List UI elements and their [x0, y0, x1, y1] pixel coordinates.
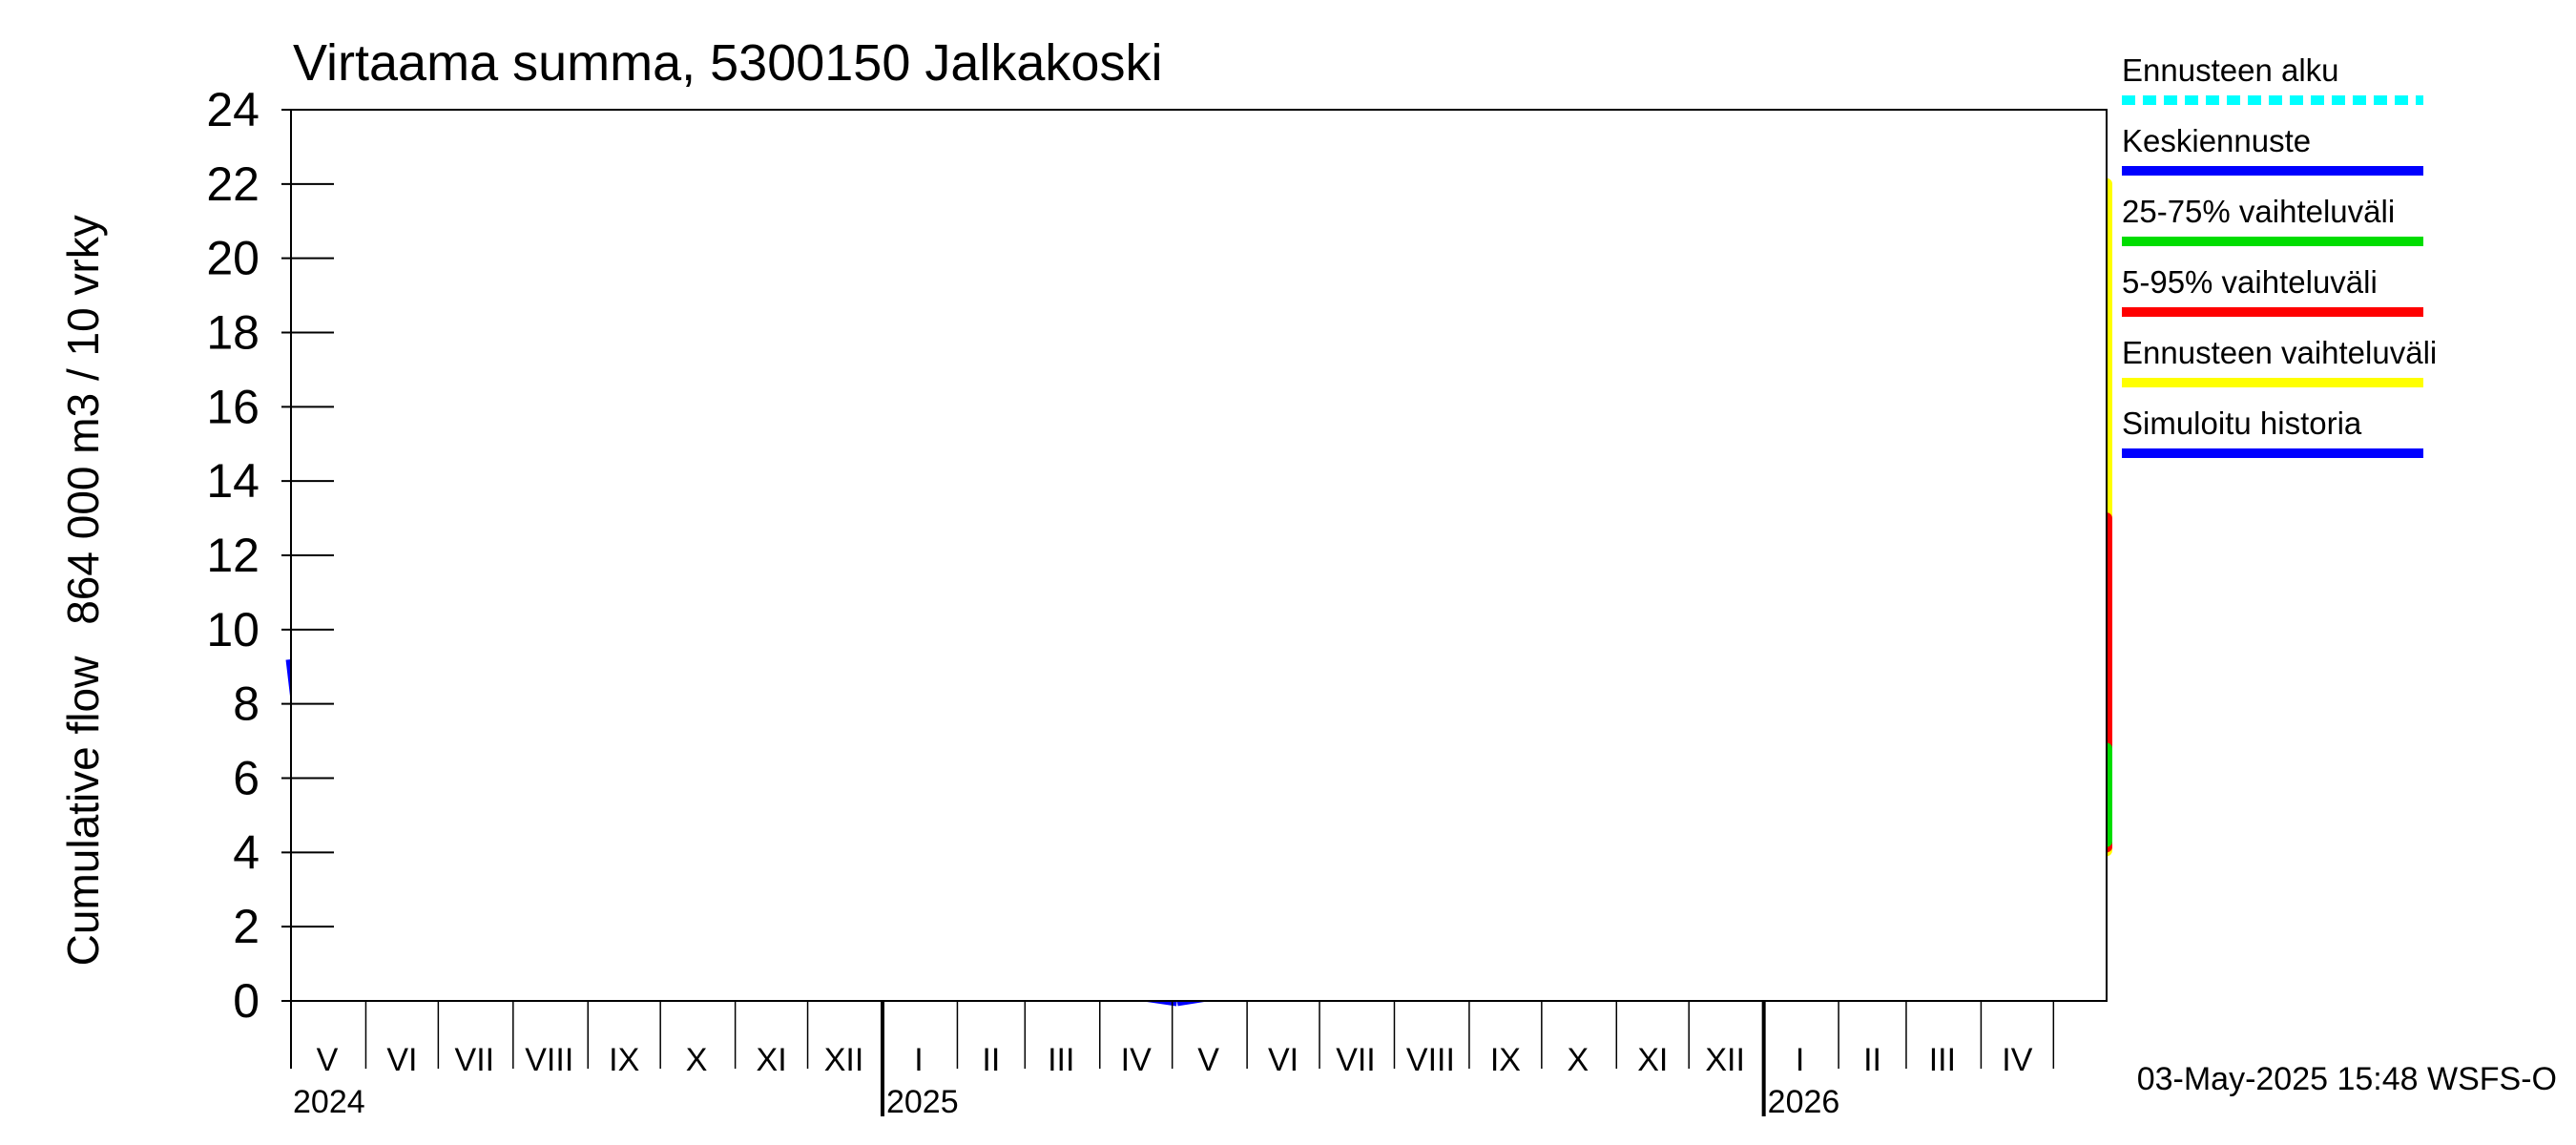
x-month-label: IX: [1490, 1042, 1521, 1078]
y-tick-label: 14: [206, 454, 260, 508]
x-month-label: IV: [2002, 1042, 2032, 1078]
legend-label: 25-75% vaihteluväli: [2122, 194, 2395, 229]
y-tick-label: 10: [206, 603, 260, 656]
x-month-label: VI: [386, 1042, 417, 1078]
x-month-label: II: [1863, 1042, 1881, 1078]
chart-title: Virtaama summa, 5300150 Jalkakoski: [293, 34, 1162, 92]
y-tick-label: 20: [206, 232, 260, 285]
y-axis-label-top: 864 000 m3 / 10 vrky: [58, 215, 108, 625]
legend-label: Simuloitu historia: [2122, 406, 2362, 441]
x-month-label: III: [1929, 1042, 1956, 1078]
x-month-label: VII: [455, 1042, 495, 1078]
y-tick-label: 4: [233, 825, 260, 879]
legend-label: Ennusteen alku: [2122, 52, 2339, 88]
legend-label: 5-95% vaihteluväli: [2122, 264, 2378, 300]
x-year-label: 2024: [293, 1084, 365, 1120]
x-month-label: II: [982, 1042, 1000, 1078]
x-month-label: XII: [824, 1042, 864, 1078]
x-month-label: XII: [1705, 1042, 1745, 1078]
x-year-label: 2025: [886, 1084, 959, 1120]
y-tick-label: 6: [233, 752, 260, 805]
x-month-label: VIII: [1406, 1042, 1455, 1078]
x-month-label: X: [1567, 1042, 1589, 1078]
x-month-label: V: [317, 1042, 339, 1078]
y-tick-label: 0: [233, 974, 260, 1028]
y-tick-label: 12: [206, 529, 260, 582]
y-tick-label: 22: [206, 157, 260, 211]
x-month-label: VII: [1336, 1042, 1376, 1078]
y-tick-label: 16: [206, 380, 260, 433]
x-month-label: VIII: [525, 1042, 573, 1078]
x-month-label: I: [914, 1042, 923, 1078]
y-tick-label: 2: [233, 900, 260, 953]
legend-label: Ennusteen vaihteluväli: [2122, 335, 2437, 370]
y-tick-label: 18: [206, 306, 260, 360]
plot-frame: [290, 109, 2108, 1002]
y-tick-label: 8: [233, 677, 260, 731]
x-month-label: VI: [1268, 1042, 1298, 1078]
x-month-label: IX: [609, 1042, 639, 1078]
x-month-label: III: [1048, 1042, 1074, 1078]
x-year-label: 2026: [1768, 1084, 1840, 1120]
x-month-label: I: [1796, 1042, 1804, 1078]
x-month-label: IV: [1121, 1042, 1152, 1078]
x-month-label: XI: [1637, 1042, 1668, 1078]
legend: Ennusteen alku Keskiennuste 25-75% vaihtel…: [2122, 52, 2437, 458]
y-axis-label-bottom: Cumulative flow: [58, 656, 108, 966]
x-month-label: X: [686, 1042, 708, 1078]
y-tick-label: 24: [206, 83, 260, 136]
x-month-label: XI: [757, 1042, 787, 1078]
legend-label: Keskiennuste: [2122, 123, 2311, 158]
footer-timestamp: 03-May-2025 15:48 WSFS-O: [2137, 1061, 2557, 1097]
x-month-label: V: [1197, 1042, 1219, 1078]
